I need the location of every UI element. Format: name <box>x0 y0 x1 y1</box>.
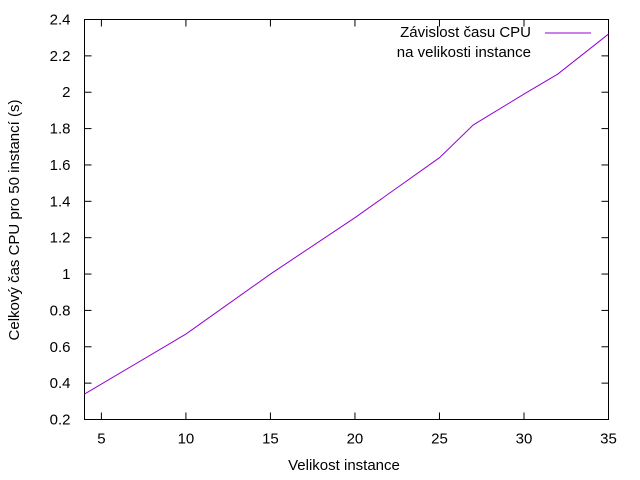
x-axis-label: Velikost instance <box>288 457 400 474</box>
y-tick-label: 2.2 <box>50 48 71 65</box>
legend: Závislost času CPU na velikosti instance <box>397 24 591 61</box>
y-tick-label: 2.4 <box>50 12 71 29</box>
y-tick-label: 1.6 <box>50 157 71 174</box>
y-axis-ticks: 0.2 0.4 0.6 0.8 1 1.2 1.4 1.6 1.8 2 2.2 2.4 <box>50 12 609 429</box>
x-tick-label: 25 <box>431 431 448 448</box>
y-tick-label: 2 <box>62 84 70 101</box>
series-line <box>84 33 609 395</box>
x-tick-label: 20 <box>347 431 364 448</box>
y-tick-label: 1.4 <box>50 193 71 210</box>
y-axis-label: Celkový čas CPU pro 50 instancí (s) <box>6 100 23 341</box>
x-axis-ticks: 5 10 15 20 25 30 35 <box>97 19 617 448</box>
legend-label-line-1: Závislost času CPU <box>400 24 531 41</box>
series-layer <box>84 33 609 395</box>
y-tick-label: 0.6 <box>50 339 71 356</box>
plot-frame <box>84 19 609 420</box>
y-tick-label: 0.2 <box>50 412 71 429</box>
x-tick-label: 35 <box>600 431 617 448</box>
x-tick-label: 15 <box>262 431 279 448</box>
y-tick-label: 1.8 <box>50 121 71 138</box>
x-tick-label: 30 <box>516 431 533 448</box>
legend-label-line-2: na velikosti instance <box>397 44 531 61</box>
y-tick-label: 1.2 <box>50 230 71 247</box>
x-tick-label: 10 <box>178 431 195 448</box>
y-tick-label: 1 <box>62 266 70 283</box>
x-tick-label: 5 <box>97 431 105 448</box>
y-tick-label: 0.4 <box>50 375 71 392</box>
y-tick-label: 0.8 <box>50 302 71 319</box>
